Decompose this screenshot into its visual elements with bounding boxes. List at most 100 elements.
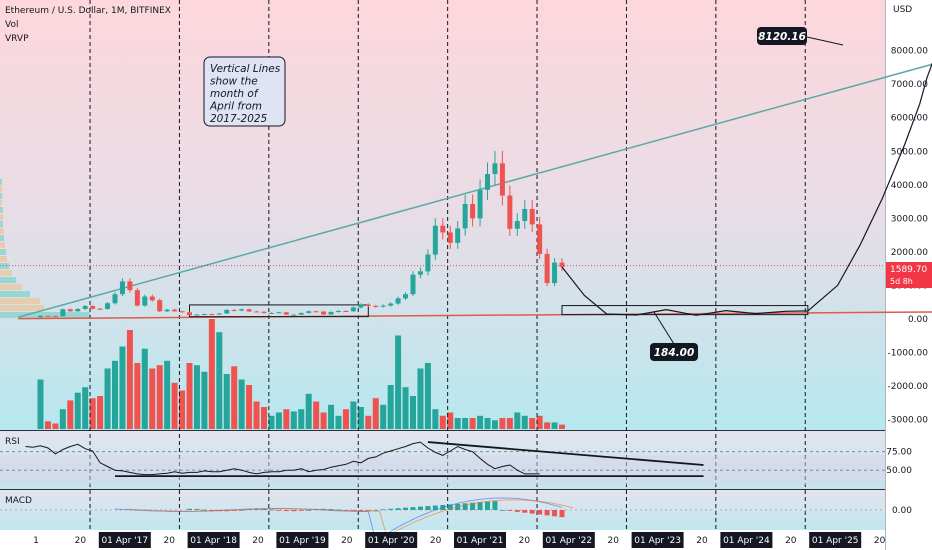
macd-histogram-bar xyxy=(485,501,490,510)
volume-bar xyxy=(424,363,431,429)
candle-body xyxy=(537,224,543,254)
time-tick-label: 1 xyxy=(33,536,39,546)
macd-histogram-bar xyxy=(298,510,304,511)
candle-body xyxy=(268,312,274,314)
candle-body xyxy=(328,311,334,315)
rsi-trendline xyxy=(427,441,704,466)
consolidation-box xyxy=(189,304,369,318)
volume-bar xyxy=(179,390,186,429)
candle-body xyxy=(90,306,96,309)
macd-histogram-bar xyxy=(432,505,438,510)
volume-bar xyxy=(238,379,245,429)
candle-body xyxy=(67,309,73,312)
candle-body xyxy=(492,163,498,175)
rsi-label[interactable]: RSI xyxy=(5,437,20,447)
macd-histogram-bar xyxy=(373,509,379,511)
volume-bar xyxy=(559,424,565,429)
macd-histogram-bar xyxy=(552,510,558,517)
volume-bar xyxy=(97,396,104,429)
price-tick-label: 5000.00 xyxy=(891,147,928,157)
last-price-tag: 1589.70 5d 8h xyxy=(886,262,932,288)
volume-profile-bar xyxy=(0,249,6,255)
candle-body xyxy=(440,225,446,233)
note-box[interactable]: Vertical Lines show the month of April from… xyxy=(203,56,286,127)
volume-bar xyxy=(171,382,178,429)
volume-profile xyxy=(0,179,90,318)
candle-body xyxy=(529,208,535,225)
macd-histogram-bar xyxy=(529,510,535,514)
time-marker-label: 01 Apr '23 xyxy=(634,536,681,546)
macd-histogram-bar xyxy=(499,510,505,511)
note-text: Vertical Lines show the month of April from… xyxy=(209,63,281,125)
time-tick-label: 20 xyxy=(341,536,353,546)
volume-bar xyxy=(529,418,536,429)
volume-indicator-label[interactable]: Vol xyxy=(5,20,18,30)
candle-body xyxy=(239,309,245,311)
time-marker-badge xyxy=(187,532,240,548)
volume-bar xyxy=(268,415,275,429)
note-line: April from xyxy=(209,101,262,113)
time-tick-label: 20 xyxy=(696,536,708,546)
time-tick-label: 20 xyxy=(607,536,619,546)
volume-bar xyxy=(134,363,141,429)
macd-histogram-bar xyxy=(239,509,245,511)
rsi-band xyxy=(0,455,885,485)
symbol-title[interactable]: Ethereum / U.S. Dollar, 1M, BITFINEX xyxy=(5,6,171,16)
macd-histogram-bar xyxy=(417,506,423,510)
time-marker-badge xyxy=(631,532,684,548)
candle-body xyxy=(514,221,520,229)
macd-histogram-bar xyxy=(403,507,409,510)
macd-label[interactable]: MACD xyxy=(5,496,32,506)
callout-top[interactable]: 8120.16 xyxy=(757,27,844,46)
callout-bottom-value: 184.00 xyxy=(654,347,695,359)
candle-body xyxy=(313,311,319,313)
candle-body xyxy=(336,310,341,312)
time-marker-badge xyxy=(365,532,418,548)
time-tick-label: 20 xyxy=(430,536,442,546)
volume-bar xyxy=(484,418,491,429)
time-marker-label: 01 Apr '21 xyxy=(457,536,504,546)
candle-body xyxy=(224,309,230,314)
macd-histogram-bar xyxy=(492,501,498,510)
volume-profile-bar xyxy=(0,228,4,234)
currency-label: USD xyxy=(893,5,912,15)
volume-bar xyxy=(521,415,528,429)
volume-profile-bar xyxy=(0,207,3,213)
candle-body xyxy=(477,189,483,219)
volume-profile-bar xyxy=(0,263,9,269)
volume-profile-bar xyxy=(0,256,7,262)
volume-bar xyxy=(491,420,498,429)
candle-body xyxy=(298,312,304,315)
volume-profile-bar xyxy=(0,298,40,304)
candles xyxy=(38,150,565,318)
macd-histogram-bar xyxy=(276,510,282,511)
volume-profile-bar xyxy=(0,214,3,220)
candle-body xyxy=(246,309,252,312)
candle-body xyxy=(60,309,66,317)
candle-body xyxy=(559,262,565,267)
volume-bar xyxy=(216,332,223,429)
volume-bar xyxy=(290,411,297,429)
callout-top-value: 8120.16 xyxy=(758,31,806,43)
price-tick-label: -3000.00 xyxy=(888,416,929,426)
volume-bar xyxy=(193,365,200,429)
candle-body xyxy=(105,303,111,309)
vrvp-indicator-label[interactable]: VRVP xyxy=(5,34,29,44)
april-vertical-lines xyxy=(89,0,806,530)
volume-bar xyxy=(372,398,379,429)
candle-body xyxy=(410,274,416,295)
volume-bar xyxy=(44,421,51,429)
volume-bar xyxy=(208,319,215,429)
volume-bar xyxy=(350,401,357,429)
macd-histogram-bar xyxy=(306,509,312,511)
callout-bottom[interactable]: 184.00 xyxy=(650,311,698,361)
note-line: month of xyxy=(210,88,260,100)
candle-body xyxy=(447,232,453,243)
volume-bar xyxy=(365,415,372,429)
volume-bar xyxy=(104,368,111,429)
candle-body xyxy=(97,308,103,310)
rsi-tick-label: 50.00 xyxy=(886,466,912,476)
candle-body xyxy=(462,203,468,229)
candle-body xyxy=(403,294,409,299)
